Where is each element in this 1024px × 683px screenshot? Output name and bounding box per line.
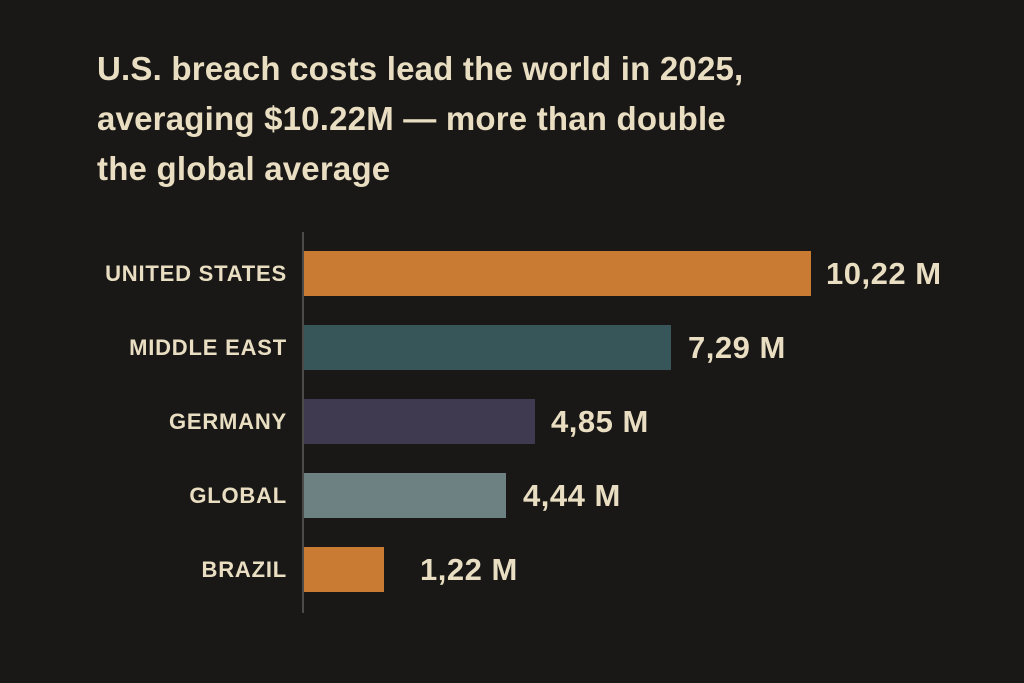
chart-title: U.S. breach costs lead the world in 2025…	[97, 44, 743, 194]
category-label-united-states: UNITED STATES	[105, 261, 287, 286]
bar-germany	[304, 399, 535, 444]
bar-chart: UNITED STATES 10,22 M MIDDLE EAST 7,29 M GER…	[0, 232, 1024, 614]
value-label-middle-east: 7,29 M	[688, 330, 786, 365]
chart-row-brazil: BRAZIL 1,22 M	[0, 547, 1024, 592]
bar-brazil	[304, 547, 384, 592]
value-label-germany: 4,85 M	[551, 404, 649, 439]
y-axis-line	[302, 232, 304, 613]
chart-title-line-3: the global average	[97, 150, 391, 187]
value-label-global: 4,44 M	[523, 478, 621, 513]
chart-row-germany: GERMANY 4,85 M	[0, 399, 1024, 444]
chart-row-global: GLOBAL 4,44 M	[0, 473, 1024, 518]
category-label-global: GLOBAL	[189, 483, 287, 508]
chart-title-line-2: averaging $10.22M — more than double	[97, 100, 726, 137]
bar-middle-east	[304, 325, 671, 370]
category-label-germany: GERMANY	[168, 409, 287, 434]
chart-row-united-states: UNITED STATES 10,22 M	[0, 251, 1024, 296]
chart-row-middle-east: MIDDLE EAST 7,29 M	[0, 325, 1024, 370]
bar-global	[304, 473, 506, 518]
bar-united-states	[304, 251, 811, 296]
category-label-middle-east: MIDDLE EAST	[129, 335, 287, 360]
category-label-brazil: BRAZIL	[201, 557, 287, 582]
value-label-brazil: 1,22 M	[420, 552, 518, 587]
chart-title-line-1: U.S. breach costs lead the world in 2025…	[97, 50, 744, 87]
value-label-united-states: 10,22 M	[826, 256, 942, 291]
